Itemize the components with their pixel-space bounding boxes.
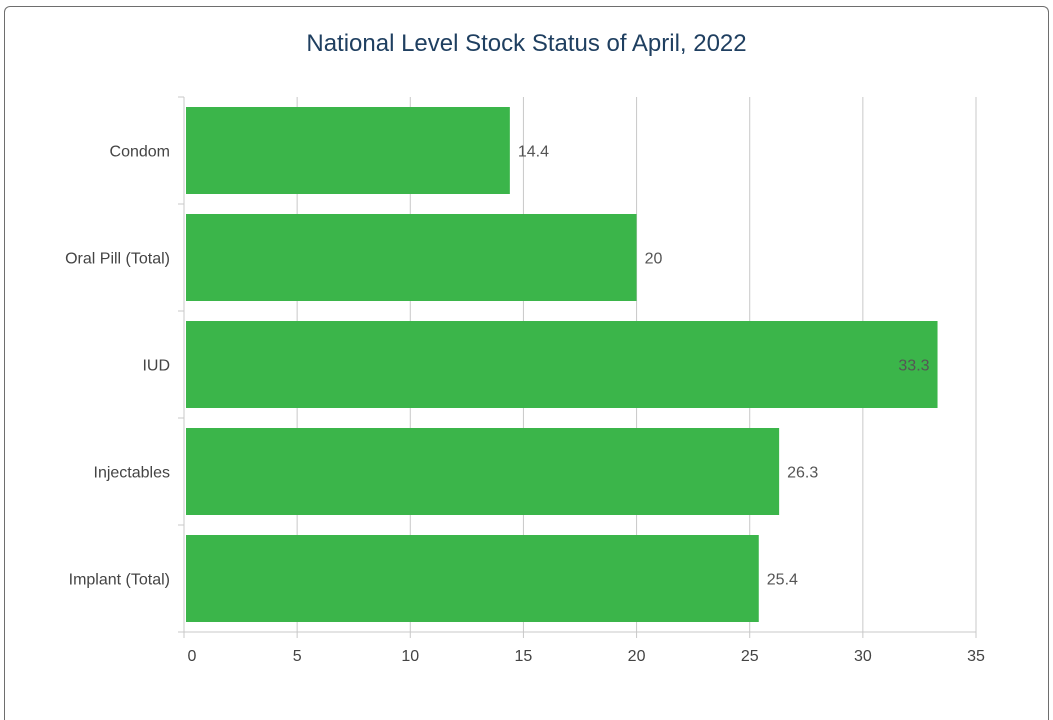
category-label: Oral Pill (Total) — [65, 251, 170, 268]
x-tick-label: 5 — [293, 648, 302, 665]
data-label: 25.4 — [767, 572, 798, 589]
category-label: IUD — [142, 358, 170, 375]
data-label: 33.3 — [898, 358, 929, 375]
data-label: 14.4 — [518, 144, 549, 161]
bar-condom — [186, 107, 510, 194]
category-label: Injectables — [94, 465, 171, 482]
bar-oral-pill-total — [186, 214, 637, 301]
bar-iud — [186, 321, 938, 408]
axes — [178, 96, 977, 638]
category-label: Implant (Total) — [69, 572, 170, 589]
x-tick-label: 25 — [741, 648, 759, 665]
x-tick-label: 20 — [628, 648, 646, 665]
x-tick-label: 35 — [967, 648, 985, 665]
chart-title: National Level Stock Status of April, 20… — [306, 30, 747, 57]
data-label: 26.3 — [787, 465, 818, 482]
x-tick-label: 10 — [401, 648, 419, 665]
x-tick-label: 0 — [188, 648, 197, 665]
x-tick-label: 30 — [854, 648, 872, 665]
category-label: Condom — [110, 144, 170, 161]
bar-injectables — [186, 428, 780, 515]
data-label: 20 — [645, 251, 663, 268]
x-tick-label: 15 — [515, 648, 533, 665]
labels: 0 5 10 15 20 25 30 35 Condom 14.4 Oral Pill (Total… — [65, 144, 985, 666]
bars — [186, 107, 938, 622]
bar-implant-total — [186, 535, 759, 622]
